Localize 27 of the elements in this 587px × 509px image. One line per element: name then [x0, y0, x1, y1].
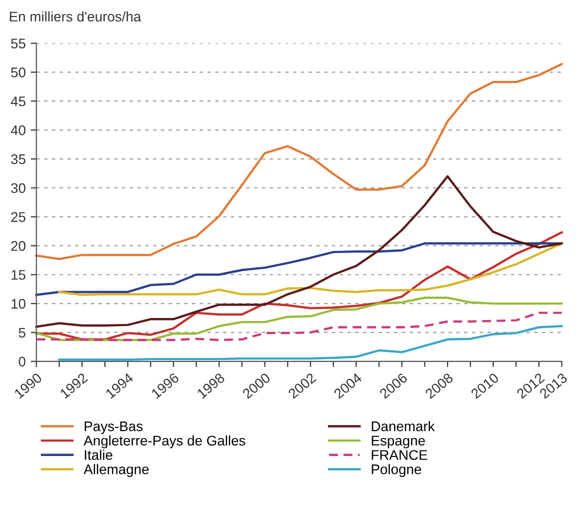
legend-label: Angleterre-Pays de Galles — [84, 435, 246, 448]
legend-label: Pologne — [372, 464, 422, 477]
y-tick-label: 50 — [11, 68, 26, 78]
y-tick-label: 25 — [11, 212, 26, 222]
line-series — [35, 231, 563, 341]
y-tick-label: 5 — [18, 328, 26, 338]
y-tick-label: 30 — [11, 183, 26, 194]
y-tick-label: 55 — [11, 38, 26, 48]
legend-label: Espagne — [372, 436, 425, 448]
y-tick-label: 40 — [10, 125, 26, 136]
legend-label: FRANCE — [372, 450, 428, 460]
legend-label: Pays-Bas — [84, 422, 143, 434]
legend-label: Danemark — [372, 421, 435, 432]
line-series — [35, 175, 563, 328]
y-tick-label: 20 — [11, 241, 26, 251]
y-tick-label: 10 — [12, 298, 26, 309]
y-tick-label: 45 — [10, 96, 26, 106]
y-tick-label: 35 — [11, 154, 26, 164]
legend-label: Allemagne — [84, 464, 149, 477]
legend-label: Italie — [84, 450, 112, 460]
y-tick-label: 0 — [18, 356, 26, 367]
y-tick-label: 15 — [12, 270, 26, 280]
line-series — [58, 324, 563, 361]
line-series — [35, 296, 563, 342]
y-axis-title: En milliers d'euros/ha — [10, 11, 142, 22]
line-series — [35, 312, 563, 342]
line-series — [35, 62, 563, 260]
